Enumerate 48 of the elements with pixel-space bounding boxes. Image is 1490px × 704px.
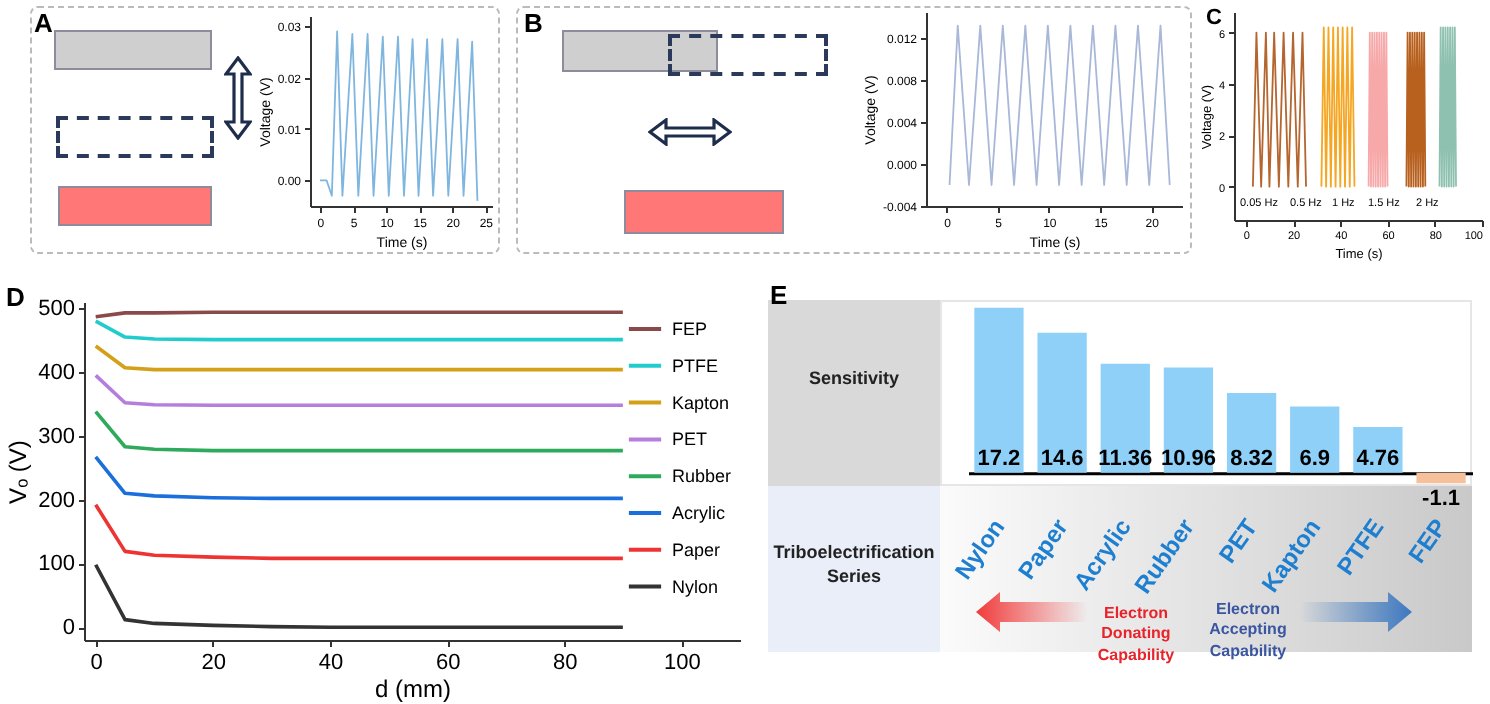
data-label: -1.1 <box>1422 487 1461 512</box>
y-tick-label: 0 <box>62 616 75 641</box>
data-label: 10.96 <box>1160 446 1216 471</box>
text: D <box>6 282 25 312</box>
x-tick-label: 20 <box>201 651 227 675</box>
text: A <box>34 8 53 38</box>
y-tick-label: 400 <box>38 361 75 386</box>
bar <box>1163 367 1214 473</box>
x-tick-label: 60 <box>435 651 461 675</box>
y-axis-title: Vₒ (V) <box>4 440 33 504</box>
data-label: 8.32 <box>1230 446 1273 471</box>
line-series <box>93 319 625 342</box>
line-series <box>319 30 479 202</box>
text: Electron Donating Capability <box>1095 604 1177 667</box>
bar <box>1037 332 1087 473</box>
text: B <box>524 8 543 38</box>
y-tick-label: 500 <box>38 297 75 322</box>
line-series <box>93 373 625 408</box>
data-label: 17.2 <box>977 446 1021 471</box>
legend-label: Rubber <box>672 466 732 487</box>
bar <box>1100 363 1150 473</box>
x-axis-title: d (mm) <box>375 675 451 703</box>
legend-label: PET <box>672 429 709 450</box>
bar <box>1290 406 1340 473</box>
x-tick-label: 100 <box>664 651 701 675</box>
bar <box>974 307 1024 473</box>
data-label: 4.76 <box>1356 446 1400 471</box>
x-tick-label: 40 <box>318 651 344 675</box>
line-series <box>93 503 625 561</box>
y-tick-label: 200 <box>38 488 75 513</box>
legend-label: FEP <box>672 319 708 339</box>
line-series <box>93 409 625 453</box>
legend-label: PTFE <box>672 355 719 376</box>
text: Triboelectrification Series <box>771 542 937 589</box>
legend-label: Kapton <box>672 392 730 413</box>
text: E <box>770 280 788 310</box>
bar <box>1416 472 1466 484</box>
y-tick-label: 300 <box>38 424 75 449</box>
data-label: 11.36 <box>1098 446 1153 471</box>
x-tick-label: 0 <box>90 651 103 675</box>
x-tick-label: 80 <box>553 651 578 675</box>
text: Sensitivity <box>806 368 902 388</box>
text: Electron Accepting Capability <box>1207 600 1289 663</box>
text: C <box>1206 6 1222 30</box>
line-series <box>93 455 625 501</box>
line-series <box>93 562 625 630</box>
data-label: 6.9 <box>1299 446 1331 471</box>
data-label: 14.6 <box>1040 446 1084 471</box>
